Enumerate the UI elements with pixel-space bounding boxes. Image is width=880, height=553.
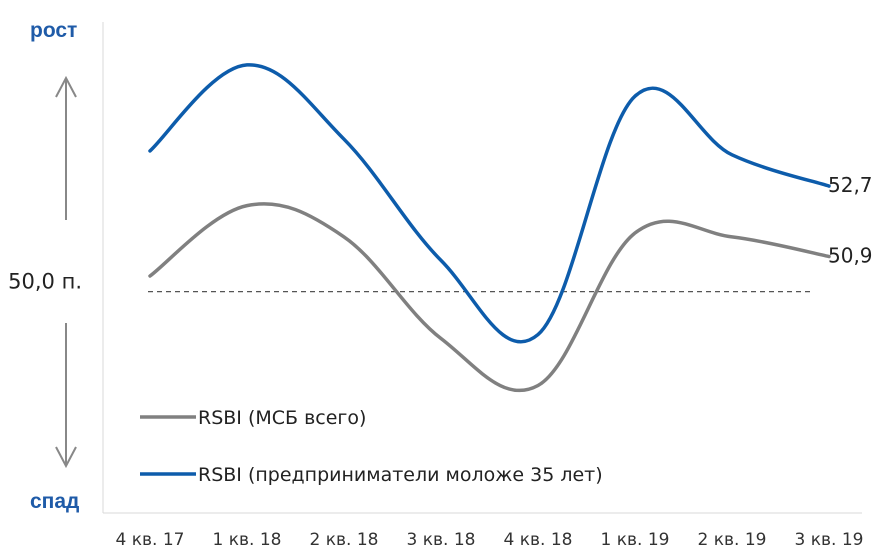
end-label-msb-total: 50,9	[828, 243, 873, 267]
x-tick-label: 3 кв. 19	[795, 530, 864, 550]
legend-label-msb-total: RSBI (МСБ всего)	[198, 407, 366, 429]
baseline-label: 50,0 п.	[8, 270, 82, 294]
x-tick-label: 3 кв. 18	[407, 530, 476, 550]
x-tick-labels: 4 кв. 17 1 кв. 18 2 кв. 18 3 кв. 18 4 кв…	[116, 530, 864, 550]
decline-label: спад	[30, 490, 79, 513]
x-tick-label: 1 кв. 18	[213, 530, 282, 550]
x-tick-label: 4 кв. 17	[116, 530, 185, 550]
down-arrow-icon	[56, 323, 76, 466]
legend-label-young-entrepreneurs: RSBI (предприниматели моложе 35 лет)	[198, 464, 603, 486]
x-tick-label: 4 кв. 18	[504, 530, 573, 550]
x-tick-label: 2 кв. 19	[698, 530, 767, 550]
x-tick-label: 2 кв. 18	[310, 530, 379, 550]
x-tick-label: 1 кв. 19	[601, 530, 670, 550]
legend: RSBI (МСБ всего) RSBI (предприниматели м…	[140, 407, 603, 486]
up-arrow-icon	[56, 78, 76, 220]
growth-label: рост	[30, 19, 77, 42]
series-line-msb-total	[150, 204, 829, 391]
end-label-young-entrepreneurs: 52,7	[828, 173, 873, 197]
